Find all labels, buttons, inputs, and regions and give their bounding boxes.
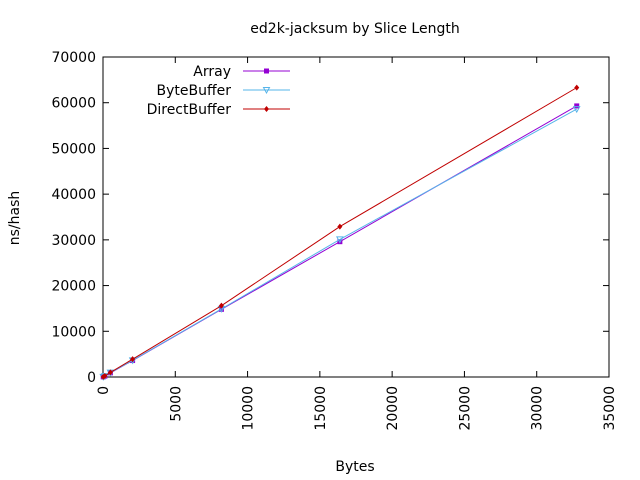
- y-tick-label: 10000: [51, 324, 96, 340]
- series-directbuffer: [100, 84, 580, 380]
- legend-label-directbuffer: DirectBuffer: [147, 102, 232, 118]
- y-tick-label: 0: [87, 370, 96, 386]
- y-tick-label: 20000: [51, 279, 96, 295]
- y-tick-label: 40000: [51, 187, 96, 203]
- x-axis-label: Bytes: [335, 459, 374, 475]
- x-tick-label: 25000: [457, 386, 473, 431]
- data-point-bytebuffer: [336, 236, 344, 244]
- data-point-directbuffer: [130, 356, 136, 363]
- legend-marker-bytebuffer: [262, 87, 271, 95]
- y-tick-label: 70000: [51, 50, 96, 66]
- legend-label-array: Array: [193, 64, 231, 80]
- axis-ticks: 0 10000 20000 30000 40000 50000 60000 70000 0 500…: [51, 50, 618, 431]
- series-layer: [99, 84, 581, 381]
- y-tick-label: 60000: [51, 96, 96, 112]
- data-point-directbuffer: [102, 372, 108, 379]
- data-point-directbuffer: [337, 223, 343, 230]
- series-line-directbuffer: [102, 87, 577, 378]
- data-point-array: [574, 103, 580, 109]
- y-tick-label: 50000: [51, 141, 96, 157]
- x-tick-label: 20000: [385, 386, 401, 431]
- x-tick-label: 0: [96, 386, 112, 395]
- data-point-directbuffer: [218, 302, 224, 309]
- data-point-bytebuffer: [572, 106, 581, 114]
- x-tick-label: 5000: [168, 386, 184, 422]
- legend: Array ByteBuffer DirectBuffer: [147, 64, 290, 118]
- x-tick-label: 10000: [241, 386, 257, 431]
- data-point-directbuffer: [574, 84, 580, 91]
- data-point-directbuffer: [107, 369, 113, 376]
- x-tick-label: 35000: [602, 386, 618, 431]
- plot-frame: [102, 56, 610, 378]
- x-tick-label: 30000: [530, 386, 546, 431]
- x-tick-label: 15000: [313, 386, 329, 431]
- legend-label-bytebuffer: ByteBuffer: [157, 83, 232, 99]
- legend-marker-array: [264, 68, 269, 74]
- y-axis-label: ns/hash: [7, 191, 23, 246]
- chart-title: ed2k-jacksum by Slice Length: [250, 21, 459, 37]
- y-tick-label: 30000: [51, 233, 96, 249]
- legend-marker-directbuffer: [264, 106, 269, 112]
